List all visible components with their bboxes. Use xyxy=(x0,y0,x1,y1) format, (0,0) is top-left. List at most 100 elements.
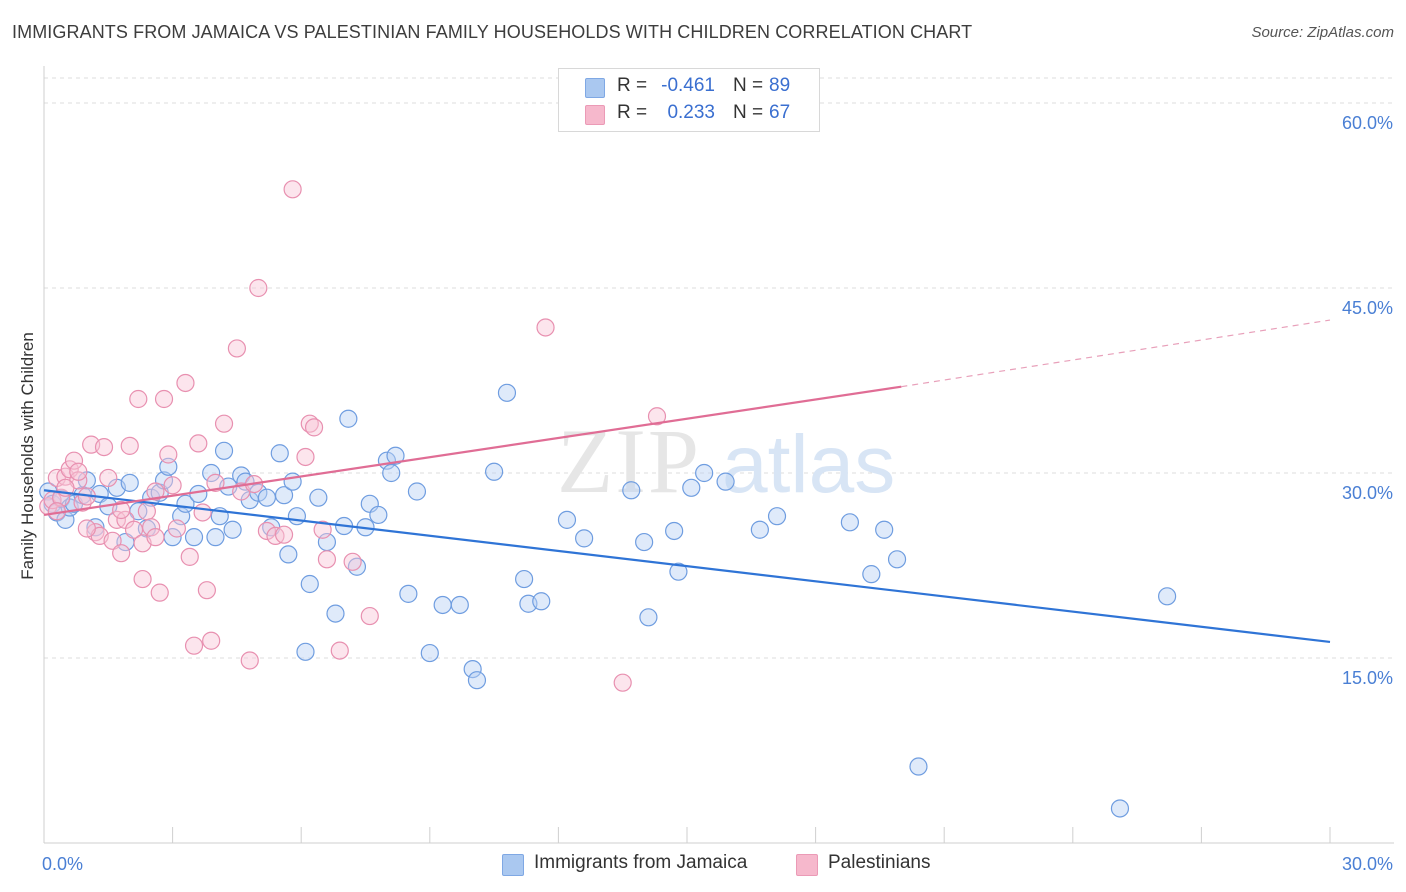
point-palestinians xyxy=(154,389,174,409)
point-jamaica xyxy=(386,446,405,465)
point-palestinians xyxy=(112,500,131,520)
n-label: N = xyxy=(733,75,764,96)
point-jamaica xyxy=(665,521,684,541)
point-jamaica xyxy=(309,488,328,507)
point-jamaica xyxy=(909,757,928,776)
r-label: R = xyxy=(617,102,648,123)
jamaica-swatch xyxy=(585,78,605,98)
point-jamaica xyxy=(622,481,641,500)
n-label: N = xyxy=(733,102,764,123)
point-jamaica xyxy=(497,383,517,402)
point-palestinians xyxy=(193,503,212,522)
point-palestinians xyxy=(77,519,96,538)
point-jamaica xyxy=(635,532,654,552)
point-jamaica xyxy=(300,574,319,594)
point-palestinians xyxy=(99,468,118,488)
grid-lines xyxy=(44,77,1394,659)
point-palestinians xyxy=(129,389,148,409)
point-palestinians xyxy=(249,278,268,298)
point-jamaica xyxy=(407,482,427,501)
point-jamaica xyxy=(184,528,204,547)
legend-swatch-palestinians xyxy=(796,854,818,876)
stats-legend: R = -0.461 N = 89 R = 0.233 N = 67 xyxy=(558,68,820,132)
point-jamaica xyxy=(716,472,735,491)
point-jamaica xyxy=(399,584,418,603)
n-value: 89 xyxy=(769,75,791,96)
point-palestinians xyxy=(120,436,139,455)
palestinians-swatch xyxy=(585,105,605,125)
point-jamaica xyxy=(274,486,294,505)
point-palestinians xyxy=(180,547,199,566)
point-palestinians xyxy=(647,407,667,426)
r-label: R = xyxy=(617,75,648,96)
point-jamaica xyxy=(420,643,439,663)
series-legend: Immigrants from Jamaica Palestinians xyxy=(0,852,1406,878)
x-tick-label-end: 30.0% xyxy=(1342,854,1393,874)
point-jamaica xyxy=(695,463,714,483)
point-jamaica xyxy=(467,671,487,690)
legend-label-palestinians: Palestinians xyxy=(828,852,931,873)
trend-line-jamaica xyxy=(43,489,1331,644)
point-jamaica xyxy=(202,463,221,483)
point-palestinians xyxy=(206,473,225,492)
y-tick-label: 30.0% xyxy=(1342,483,1393,503)
point-palestinians xyxy=(274,525,294,544)
point-palestinians xyxy=(112,544,131,563)
point-palestinians xyxy=(103,531,122,550)
point-palestinians xyxy=(257,521,277,541)
point-palestinians xyxy=(197,581,216,600)
y-tick-label: 15.0% xyxy=(1342,668,1393,688)
point-palestinians xyxy=(150,583,169,602)
point-palestinians xyxy=(304,418,324,437)
point-jamaica xyxy=(189,484,208,504)
point-palestinians xyxy=(202,631,221,650)
point-palestinians xyxy=(283,180,302,199)
point-palestinians xyxy=(313,520,332,539)
point-palestinians xyxy=(146,528,165,547)
point-palestinians xyxy=(167,519,186,538)
point-jamaica xyxy=(887,550,907,569)
point-palestinians xyxy=(159,445,178,464)
point-jamaica xyxy=(339,409,358,428)
point-palestinians xyxy=(142,518,161,537)
point-jamaica xyxy=(283,472,302,491)
point-jamaica xyxy=(575,529,594,548)
point-jamaica xyxy=(326,604,345,623)
r-value: -0.461 xyxy=(661,75,715,96)
chart-title: IMMIGRANTS FROM JAMAICA VS PALESTINIAN F… xyxy=(12,22,973,42)
point-jamaica xyxy=(1110,799,1130,818)
point-palestinians xyxy=(94,438,114,457)
y-tick-label: 45.0% xyxy=(1342,298,1393,318)
point-palestinians xyxy=(613,673,632,692)
point-jamaica xyxy=(382,463,401,483)
point-palestinians xyxy=(69,462,88,481)
point-palestinians xyxy=(163,476,182,495)
point-palestinians xyxy=(64,451,84,470)
point-palestinians xyxy=(146,482,165,501)
point-jamaica xyxy=(214,441,234,460)
point-palestinians xyxy=(343,552,362,571)
point-jamaica xyxy=(862,565,881,584)
point-jamaica xyxy=(750,520,769,539)
watermark: ZIP atlas xyxy=(557,410,895,512)
point-jamaica xyxy=(279,545,298,564)
point-palestinians xyxy=(536,318,555,337)
point-jamaica xyxy=(1158,587,1177,606)
point-jamaica xyxy=(159,457,178,476)
point-palestinians xyxy=(184,636,204,655)
point-jamaica xyxy=(450,595,469,615)
point-palestinians xyxy=(360,606,379,626)
point-jamaica xyxy=(485,462,504,481)
point-jamaica xyxy=(532,592,551,611)
point-palestinians xyxy=(214,414,234,433)
source-label: Source: ZipAtlas.com xyxy=(1251,24,1394,41)
point-palestinians xyxy=(189,434,208,453)
point-jamaica xyxy=(296,642,315,661)
point-jamaica xyxy=(840,513,859,532)
watermark-light: atlas xyxy=(722,419,895,510)
series-palestinians xyxy=(39,180,667,692)
point-palestinians xyxy=(330,641,349,660)
point-jamaica xyxy=(206,528,225,547)
point-palestinians xyxy=(176,373,195,393)
